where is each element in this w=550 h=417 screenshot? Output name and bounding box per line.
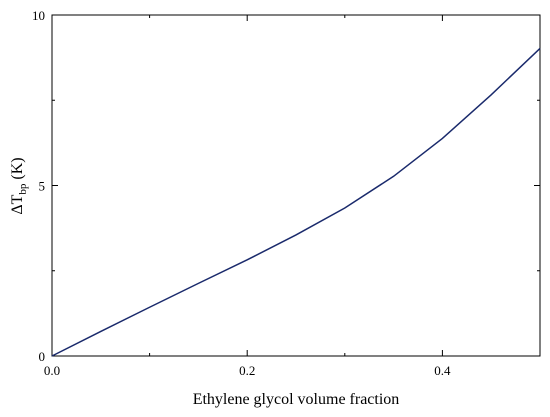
- y-axis-label-subscript: bp: [17, 183, 29, 195]
- plot-area-frame: [51, 14, 541, 357]
- tick-labels-group: 0.0 0.2 0.4 0 5 10: [32, 8, 451, 378]
- y-tick-label: 5: [39, 179, 46, 194]
- x-tick-label: 0.0: [44, 363, 60, 378]
- y-tick-label: 10: [32, 8, 45, 23]
- y-axis-label: ΔTbp (K): [9, 157, 29, 214]
- y-tick-label: 0: [39, 349, 46, 364]
- x-axis-label: Ethylene glycol volume fraction: [193, 391, 400, 408]
- series-line: [51, 47, 541, 357]
- y-axis-label-main: ΔT: [9, 194, 26, 214]
- x-tick-label: 0.4: [434, 363, 451, 378]
- ticks-group: [51, 14, 541, 357]
- x-tick-label: 0.2: [239, 363, 255, 378]
- y-axis-label-unit: (K): [9, 157, 26, 183]
